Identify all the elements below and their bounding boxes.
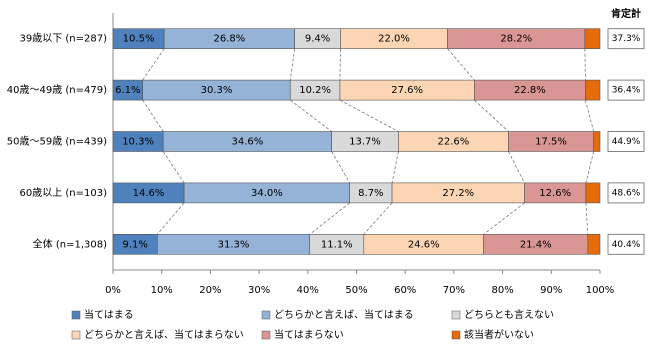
total-box [607,28,645,50]
legend-swatch [451,310,461,320]
legend-swatch [261,310,271,320]
x-tick-label: 100% [586,285,615,296]
x-tick-label: 60% [394,285,416,296]
total-title: 肯定計 [611,7,641,20]
y-tick-label: 50歳～59歳 (n=439) [7,136,107,148]
value-label: 9.4% [305,34,330,45]
value-label: 22.0% [378,34,410,45]
total-label: 48.6% [612,188,641,198]
total-label: 40.4% [612,240,641,250]
y-tick-label: 全体 (n=1,308) [33,237,107,250]
legend-label: 該当者がいない [464,328,534,341]
total-label: 36.4% [612,86,641,96]
x-tick-label: 10% [151,285,173,296]
total-box [607,131,645,152]
value-label: 34.0% [251,188,283,199]
connector [585,100,595,132]
value-label: 6.1% [115,85,140,96]
value-label: 30.3% [201,85,233,96]
connector [309,202,350,235]
connector [474,99,509,132]
value-label: 10.5% [123,34,155,45]
bar-segment [585,79,601,101]
bar-segment [584,28,601,50]
value-label: 27.6% [391,85,423,96]
bar-segment [585,182,601,204]
value-label: 13.7% [349,137,381,148]
value-label: 14.6% [133,188,165,199]
x-tick-label: 90% [540,285,562,296]
connector [508,151,525,184]
value-label: 27.2% [442,188,474,199]
connector [363,202,393,235]
legend-swatch [261,330,271,340]
x-tick-label: 70% [443,285,465,296]
connector [142,48,165,81]
y-tick-label: 60歳以上 (n=103) [19,187,107,199]
connector [391,151,399,183]
value-label: 8.7% [358,188,383,199]
connector [142,99,164,132]
connector [585,202,589,235]
connector [157,202,185,235]
y-tick-label: 40歳～49歳 (n=479) [7,84,107,96]
legend-swatch [451,330,461,340]
legend-swatch [71,330,81,340]
value-label: 34.6% [232,137,264,148]
connector [585,151,595,183]
total-label: 37.3% [612,34,641,44]
value-label: 22.6% [438,137,470,148]
connector [339,99,399,132]
value-label: 9.1% [122,239,147,250]
x-tick-label: 50% [345,285,367,296]
connector [290,99,332,132]
value-label: 12.6% [539,188,571,199]
total-box [607,182,645,204]
legend-label: どちらかと言えば、当てはまらない [84,328,244,341]
value-label: 28.2% [500,34,532,45]
value-label: 17.5% [535,137,567,148]
x-tick-label: 80% [491,285,513,296]
legend-swatch [71,310,81,320]
x-tick-label: 40% [297,285,319,296]
value-label: 11.1% [321,239,353,250]
connector [289,48,295,81]
connector [162,151,185,184]
value-label: 10.2% [299,85,331,96]
total-box [607,233,645,255]
value-label: 26.8% [214,34,246,45]
connector [447,48,475,81]
x-tick-label: 0% [105,285,121,296]
connector [483,202,525,235]
value-label: 24.6% [408,239,440,250]
total-label: 44.9% [612,137,641,147]
legend-label: 当てはまる [84,308,134,321]
value-label: 22.8% [514,85,546,96]
value-label: 21.4% [520,239,552,250]
value-label: 10.3% [122,137,154,148]
total-box [607,79,645,101]
value-label: 31.3% [218,239,250,250]
y-tick-label: 39歳以下 (n=287) [19,33,107,45]
bar-segment [593,131,601,152]
x-tick-label: 20% [199,285,221,296]
legend-label: どちらとも言えない [464,308,554,321]
connector [331,151,350,184]
x-tick-label: 30% [248,285,270,296]
legend-label: 当てはまらない [274,328,344,341]
bar-segment [587,234,601,255]
legend-label: どちらかと言えば、当てはまる [274,308,414,321]
